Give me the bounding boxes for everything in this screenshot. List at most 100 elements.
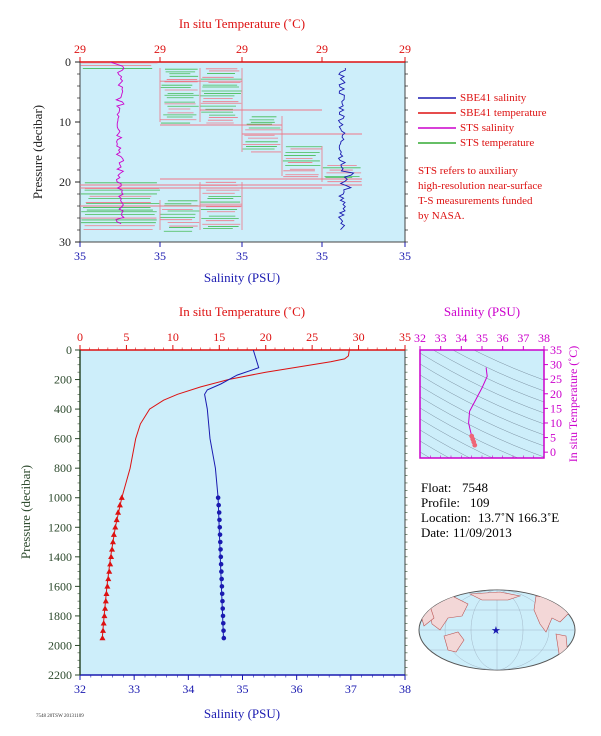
temperature-marker xyxy=(106,568,113,574)
top-panel-top-tick-label: 29 xyxy=(236,42,248,56)
ts-panel-right-tick-label: 10 xyxy=(550,416,562,430)
main-panel-bottom-tick-label: 36 xyxy=(291,682,303,696)
legend-note-line-2: high-resolution near-surface xyxy=(418,180,542,192)
top-panel-bottom-tick-label: 35 xyxy=(316,249,328,263)
ts-deep-marker xyxy=(472,442,478,448)
ts-density-contour xyxy=(420,429,471,458)
temperature-marker xyxy=(109,538,116,545)
map-landmasses xyxy=(419,591,571,661)
ts-panel-top-tick-label: 38 xyxy=(538,331,550,345)
temperature-profile-line xyxy=(101,350,350,639)
ts-density-contour xyxy=(420,396,544,458)
top-panel-y-tick-label: 20 xyxy=(59,175,71,189)
salinity-marker xyxy=(215,495,221,501)
main-panel-top-tick-label: 15 xyxy=(213,330,225,344)
main-panel-bottom-tick-label: 32 xyxy=(74,682,86,696)
footer-text: 7548 20TSW 20131109 xyxy=(36,714,84,719)
sts-salinity-line xyxy=(109,62,125,225)
legend-label-sbe41-temperature: SBE41 temperature xyxy=(460,107,547,119)
temperature-marker xyxy=(101,612,108,619)
top-panel-background xyxy=(79,61,406,243)
main-panel-bottom-axis-title: Salinity (PSU) xyxy=(204,706,280,721)
temperature-marker xyxy=(104,583,111,589)
top-panel-bottom-tick-label: 35 xyxy=(74,249,86,263)
salinity-marker xyxy=(218,561,224,567)
ts-density-contour xyxy=(420,440,450,458)
top-panel: 29 29 29 29 29 35 35 35 35 35 0 10 20 30 In situ Temp… xyxy=(30,16,411,285)
ts-panel-top-tick-label: 36 xyxy=(497,331,509,345)
legend-label-sts-salinity: STS salinity xyxy=(460,122,515,134)
legend: SBE41 salinity SBE41 temperature STS sal… xyxy=(418,92,547,222)
main-panel-y-tick-label: 2000 xyxy=(48,638,72,652)
main-panel-y-tick-label: 800 xyxy=(54,461,72,475)
ts-density-contour xyxy=(420,418,494,458)
ts-panel-top-tick-label: 34 xyxy=(455,331,467,345)
ts-panel-traces xyxy=(468,367,488,448)
ts-panel-right-tick-label: 5 xyxy=(550,431,556,445)
top-panel-y-tick-label: 30 xyxy=(59,235,71,249)
main-panel-bottom-tick-label: 35 xyxy=(237,682,249,696)
main-panel-y-axis-title: Pressure (decibar) xyxy=(18,465,33,559)
ts-panel-top-tick-label: 33 xyxy=(435,331,447,345)
main-panel-y-tick-label: 400 xyxy=(54,402,72,416)
main-panel-top-axis-title: In situ Temperature (˚C) xyxy=(179,304,305,319)
main-panel-traces xyxy=(99,350,350,641)
top-panel-bottom-tick-label: 35 xyxy=(236,249,248,263)
top-panel-y-tick-label: 0 xyxy=(65,55,71,69)
top-panel-top-tick-label: 29 xyxy=(154,42,166,56)
legend-note-line-4: by NASA. xyxy=(418,210,465,222)
top-panel-top-tick-label: 29 xyxy=(74,42,86,56)
top-panel-traces xyxy=(80,62,362,232)
salinity-marker xyxy=(221,628,226,633)
temperature-marker xyxy=(112,524,119,530)
ts-density-contour xyxy=(420,407,519,458)
ts-panel-right-tick-label: 20 xyxy=(550,387,562,401)
sbe41-salinity-line xyxy=(337,67,355,231)
ts-density-contour xyxy=(452,350,544,392)
temperature-marker xyxy=(102,605,109,611)
main-panel-top-tick-label: 0 xyxy=(77,330,83,344)
location-map: ★ xyxy=(418,589,576,671)
main-panel-bottom-tick-label: 33 xyxy=(128,682,140,696)
salinity-marker xyxy=(219,569,224,574)
temperature-marker xyxy=(108,553,115,560)
ts-panel-right-tick-label: 35 xyxy=(550,343,562,357)
salinity-marker xyxy=(218,554,224,560)
temperature-marker xyxy=(118,494,125,500)
float-info: Float: 7548 Profile: 109 Location: 13.7˚… xyxy=(421,480,559,540)
salinity-marker xyxy=(220,613,226,619)
main-panel-background xyxy=(79,349,406,676)
salinity-marker xyxy=(217,539,223,545)
main-panel-y-tick-label: 1800 xyxy=(48,609,72,623)
main-panel-y-tick-label: 200 xyxy=(54,373,72,387)
float-location-marker: ★ xyxy=(491,625,501,637)
main-panel: 0 5 10 15 20 25 30 35 32 33 34 35 36 37 38 0 200 400 600 80… xyxy=(18,304,411,721)
ts-panel-right-tick-label: 25 xyxy=(550,372,562,386)
float-value: 7548 xyxy=(462,480,488,495)
temperature-marker xyxy=(100,620,107,626)
temperature-marker xyxy=(113,516,120,523)
ts-panel-right-tick-label: 0 xyxy=(550,445,556,459)
ts-panel-top-axis-title: Salinity (PSU) xyxy=(444,304,520,319)
main-panel-bottom-tick-label: 37 xyxy=(345,682,357,696)
profile-value: 109 xyxy=(470,495,490,510)
salinity-marker xyxy=(217,524,223,530)
top-panel-top-axis-title: In situ Temperature (˚C) xyxy=(179,16,305,31)
main-panel-top-tick-label: 5 xyxy=(123,330,129,344)
ts-density-contour xyxy=(420,374,544,436)
ts-panel-top-tick-label: 32 xyxy=(414,331,426,345)
main-panel-y-tick-label: 1400 xyxy=(48,550,72,564)
legend-label-sts-temperature: STS temperature xyxy=(460,137,534,149)
salinity-profile-line xyxy=(204,350,260,639)
float-label: Float: xyxy=(421,480,451,495)
top-panel-ticks: 29 29 29 29 29 35 35 35 35 35 0 10 20 30 xyxy=(59,42,411,263)
ts-panel-background xyxy=(420,350,544,458)
salinity-marker xyxy=(219,591,225,597)
main-panel-top-tick-label: 25 xyxy=(306,330,318,344)
main-panel-y-tick-label: 1600 xyxy=(48,579,72,593)
ts-density-contour xyxy=(473,350,544,381)
date-value: 11/09/2013 xyxy=(453,525,512,540)
date-label: Date: xyxy=(421,525,449,540)
